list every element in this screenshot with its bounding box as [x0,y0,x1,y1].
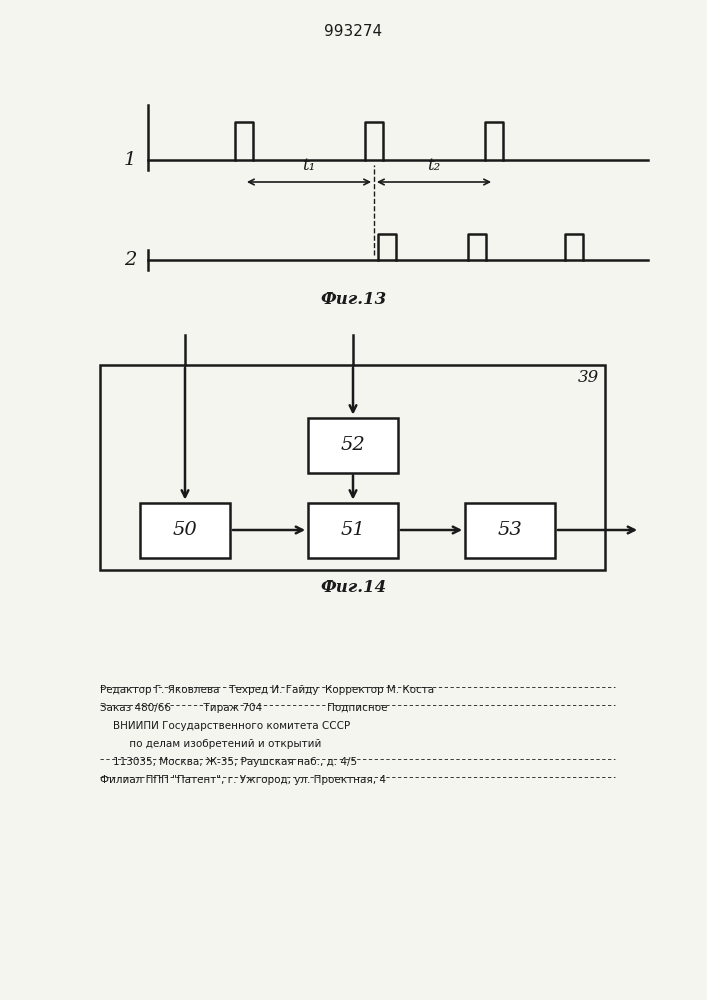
Text: ВНИИПИ Государственного комитета СССР: ВНИИПИ Государственного комитета СССР [100,721,350,731]
Text: Фиг.14: Фиг.14 [320,580,386,596]
Bar [308,418,398,473]
Bar [140,502,230,558]
Bar [308,502,398,558]
Bar [465,502,555,558]
Text: Редактор Г. Яковлева   Техред И. Гайду  Корректор М. Коста: Редактор Г. Яковлева Техред И. Гайду Кор… [100,685,434,695]
Text: 51: 51 [341,521,366,539]
Text: 52: 52 [341,436,366,454]
Text: 50: 50 [173,521,197,539]
Text: по делам изобретений и открытий: по делам изобретений и открытий [100,739,322,749]
Text: Фиг.13: Фиг.13 [320,292,386,308]
Text: t₂: t₂ [427,157,440,174]
Text: 993274: 993274 [324,24,382,39]
Text: 2: 2 [124,251,136,269]
Text: Филиал ППП "Патент", г. Ужгород, ул. Проектная, 4: Филиал ППП "Патент", г. Ужгород, ул. Про… [100,775,386,785]
Text: 53: 53 [498,521,522,539]
Text: t₁: t₁ [303,157,315,174]
Text: 39: 39 [578,369,599,386]
Bar [100,365,605,570]
Text: Заказ 480/66          Тираж 704                    Подписное: Заказ 480/66 Тираж 704 Подписное [100,703,387,713]
Text: 113035, Москва, Ж-35, Раушская наб., д. 4/5: 113035, Москва, Ж-35, Раушская наб., д. … [100,757,357,767]
Text: 1: 1 [124,151,136,169]
